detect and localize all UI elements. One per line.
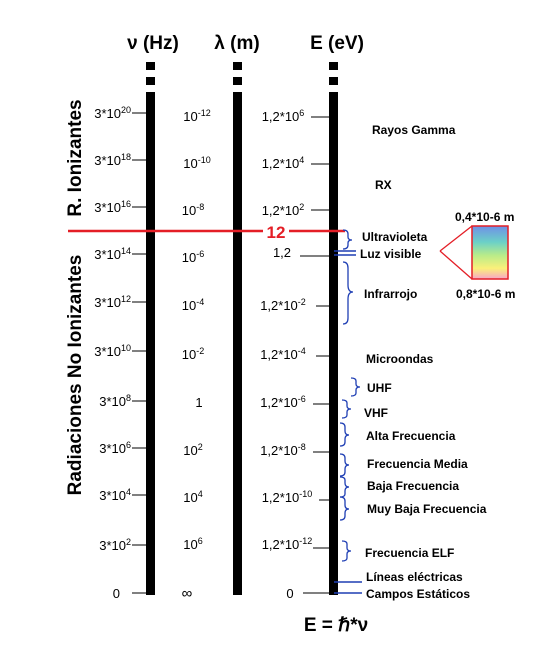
brace-baja: [339, 476, 350, 498]
energy-label: 1,2*10-2: [260, 297, 306, 313]
energy-label: 1,2*10-12: [262, 536, 313, 552]
band-label-low-frequency: Baja Frecuencia: [367, 479, 459, 493]
wavelength-header: λ (m): [214, 33, 259, 54]
frequency-header: ν (Hz): [127, 33, 179, 54]
energy-scale-bar: [329, 62, 338, 595]
band-braces: [339, 229, 361, 562]
band-label-ultraviolet: Ultravioleta: [362, 230, 428, 244]
visible-light-marker: [334, 250, 356, 256]
wavelength-label: 102: [183, 442, 202, 458]
boundary-marker: 12: [267, 223, 286, 242]
energy-label: 1,2*104: [262, 155, 305, 171]
frequency-label: 3*106: [99, 440, 131, 456]
energy-formula: E = ℏ*ν: [304, 615, 368, 636]
brace-vhf: [341, 399, 352, 419]
energy-label: 1,2*10-4: [260, 346, 306, 362]
frequency-label: 3*102: [99, 537, 131, 553]
band-label-power-lines: Líneas eléctricas: [366, 570, 463, 584]
band-label-high-frequency: Alta Frecuencia: [366, 429, 456, 443]
visible-spectrum-detail: 0,4*10-6 m 0,8*10-6 m: [439, 210, 515, 301]
frequency-label: 3*1020: [94, 105, 131, 121]
band-label-elf: Frecuencia ELF: [365, 546, 454, 560]
brace-alta: [339, 422, 350, 447]
band-label-visible: Luz visible: [360, 247, 422, 261]
wavelength-label: 10-2: [182, 346, 204, 362]
wavelength-scale-bar: [233, 62, 242, 595]
wavelength-label: ∞: [182, 585, 193, 602]
band-label-rx: RX: [375, 178, 392, 192]
band-label-medium-frequency: Frecuencia Media: [367, 457, 468, 471]
band-label-uhf: UHF: [367, 381, 392, 395]
wavelength-label: 10-10: [183, 155, 210, 171]
wavelength-label: 10-8: [182, 202, 204, 218]
frequency-scale-bar: [146, 62, 155, 595]
ionizing-region-label: R. Ionizantes: [65, 99, 86, 216]
energy-label: 1,2*10-8: [260, 442, 306, 458]
frequency-label: 3*108: [99, 393, 131, 409]
tick-marks: [132, 112, 329, 594]
frequency-label: 3*1014: [94, 246, 131, 262]
frequency-label: 3*1018: [94, 152, 131, 168]
band-label-microwaves: Microondas: [366, 352, 434, 366]
band-label-infrared: Infrarrojo: [364, 287, 417, 301]
wavelength-label: 10-12: [183, 108, 210, 124]
brace-media: [339, 453, 350, 477]
energy-label: 1,2*10-6: [260, 394, 306, 410]
wavelength-label: 106: [183, 536, 202, 552]
band-label-static-fields: Campos Estáticos: [366, 587, 470, 601]
non-ionizing-region-label: Radiaciones No Ionizantes: [65, 255, 86, 496]
frequency-label: 0: [113, 586, 120, 601]
wavelength-label: 1: [195, 395, 202, 410]
band-labels: Rayos Gamma RX Ultravioleta Luz visible …: [360, 123, 487, 601]
energy-label: 1,2*10-10: [262, 489, 313, 505]
brace-elf: [341, 540, 352, 562]
visible-lower-limit: 0,8*10-6 m: [456, 287, 515, 301]
energy-label: 1,2: [273, 245, 291, 260]
wavelength-labels: 10-12 10-10 10-8 10-6 10-4 10-2 1 102 10…: [182, 108, 211, 602]
brace-muy-baja: [339, 496, 350, 521]
wavelength-label: 10-6: [182, 249, 204, 265]
visible-upper-limit: 0,4*10-6 m: [455, 210, 514, 224]
wavelength-label: 10-4: [182, 297, 204, 313]
energy-header: E (eV): [310, 33, 364, 54]
band-label-vhf: VHF: [364, 406, 388, 420]
frequency-label: 3*104: [99, 487, 131, 503]
frequency-label: 3*1010: [94, 343, 131, 359]
band-label-very-low-frequency: Muy Baja Frecuencia: [367, 502, 487, 516]
boundary-marker-bg: [263, 221, 289, 241]
wavelength-label: 104: [183, 489, 202, 505]
frequency-labels: 3*1020 3*1018 3*1016 3*1014 3*1012 3*101…: [94, 105, 131, 601]
energy-label: 1,2*102: [262, 202, 305, 218]
energy-label: 1,2*106: [262, 108, 305, 124]
brace-ultraviolet: [342, 229, 353, 250]
frequency-label: 3*1012: [94, 294, 131, 310]
visible-spectrum-gradient: [471, 225, 509, 280]
frequency-label: 3*1016: [94, 199, 131, 215]
energy-label: 0: [286, 586, 293, 601]
energy-labels: 1,2*106 1,2*104 1,2*102 1,2 1,2*10-2 1,2…: [260, 108, 312, 601]
brace-infrared: [342, 261, 354, 325]
band-label-gamma: Rayos Gamma: [372, 123, 456, 137]
brace-uhf: [350, 377, 361, 397]
